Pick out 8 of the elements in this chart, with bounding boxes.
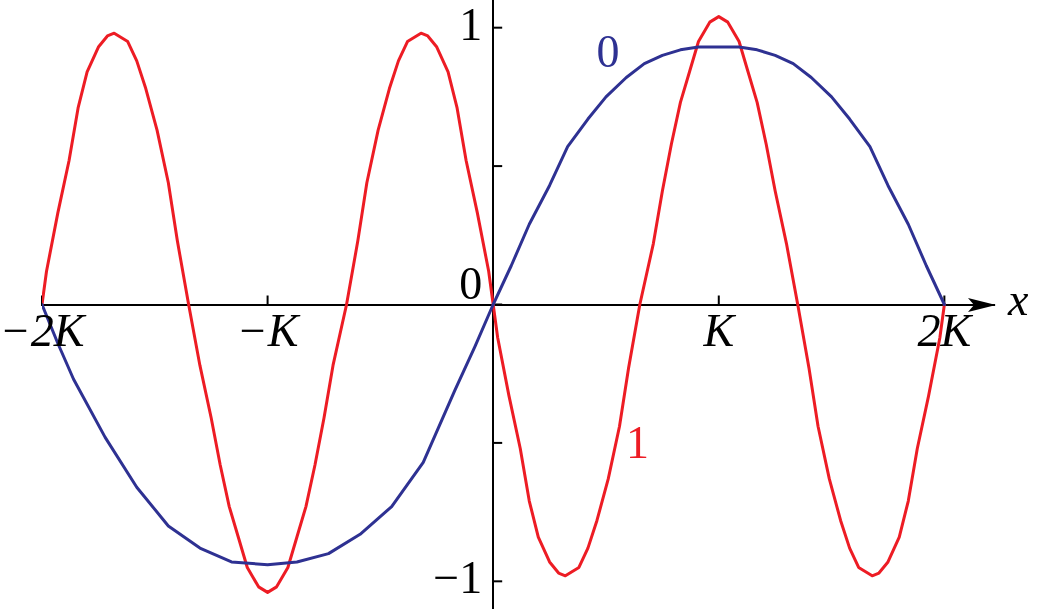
y-tick-label: 1: [459, 0, 483, 50]
y-tick-label: 0: [459, 257, 483, 309]
x-axis-title: x: [1007, 273, 1029, 325]
x-tick-label: −K: [236, 304, 301, 356]
series-label: 1: [626, 417, 650, 469]
y-tick-label: −1: [433, 552, 483, 604]
x-tick-label: K: [702, 304, 737, 356]
series-label: 0: [596, 25, 620, 77]
